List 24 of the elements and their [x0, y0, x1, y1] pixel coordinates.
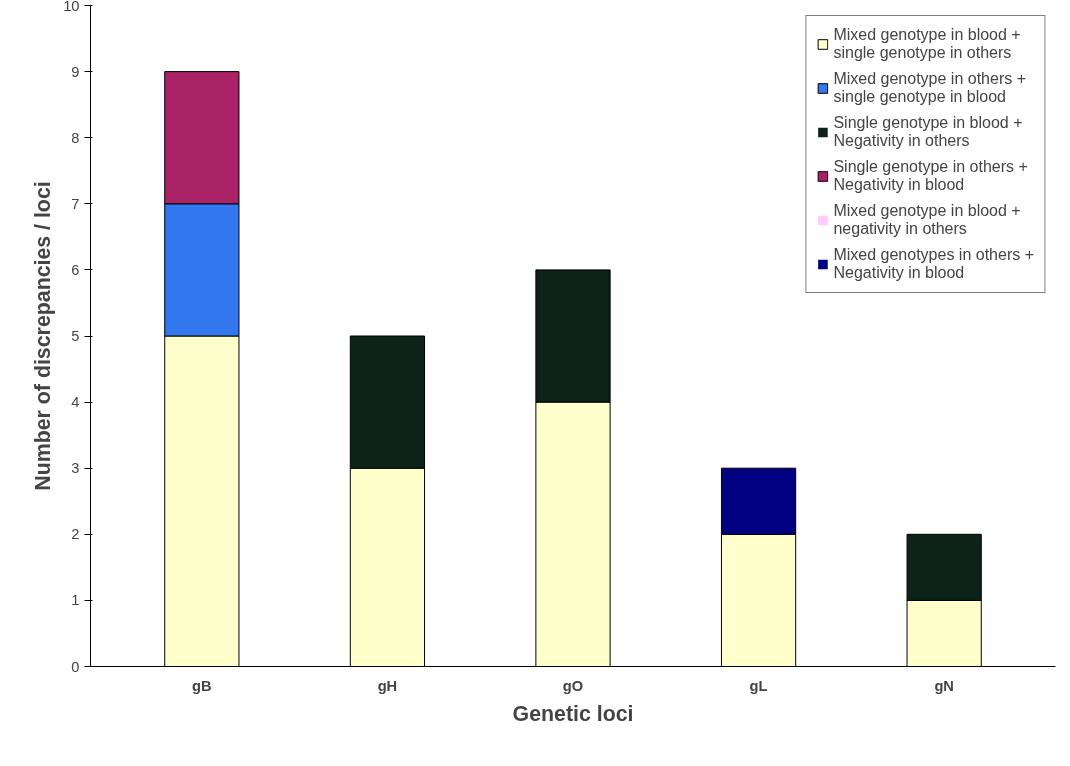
- x-tick-label: gH: [377, 677, 398, 694]
- y-tick-label: 8: [71, 129, 80, 146]
- legend-label: Mixed genotype in blood + negativity in others: [833, 202, 1021, 238]
- y-tick-label: 1: [71, 592, 80, 609]
- y-tick-label: 5: [71, 328, 80, 344]
- y-axis-title: Number of discrepancies / loci: [31, 181, 56, 491]
- y-tick-label: 4: [71, 394, 80, 411]
- x-tick-label: gL: [749, 677, 768, 694]
- y-tick-label: 7: [71, 195, 80, 212]
- y-tick-label: 6: [71, 261, 80, 278]
- y-tick-label: 2: [71, 526, 80, 543]
- y-tick-label: 9: [71, 63, 80, 80]
- legend-label: Mixed genotype in blood + single genotype in others: [833, 26, 1021, 62]
- legend-label: Mixed genotype in others + single genotype in blood: [833, 70, 1026, 106]
- x-tick-label: gB: [192, 677, 212, 694]
- x-tick-label: gN: [934, 677, 954, 694]
- x-axis-title: Genetic loci: [512, 701, 634, 726]
- legend-label: Mixed genotypes in others + Negativity in blood: [833, 246, 1034, 282]
- y-tick-label: 0: [71, 658, 80, 675]
- y-tick-label: 3: [71, 460, 80, 477]
- y-tick-label: 10: [63, 0, 80, 14]
- x-tick-label: gO: [562, 677, 584, 694]
- legend-label: Single genotype in others + Negativity in blood: [833, 158, 1028, 194]
- legend-label: Single genotype in blood + Negativity in others: [833, 114, 1023, 150]
